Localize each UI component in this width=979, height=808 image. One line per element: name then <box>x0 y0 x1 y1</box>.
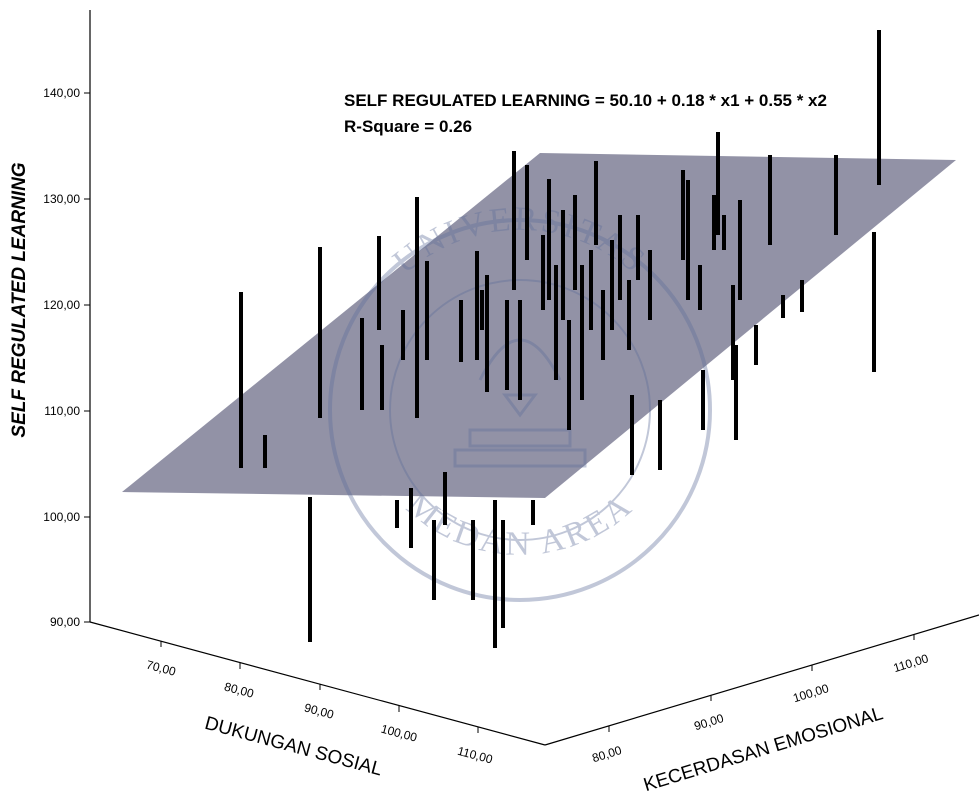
regression-plane <box>122 153 956 498</box>
x1-axis-line <box>89 621 546 746</box>
y-tick-label: 100,00 <box>43 510 80 524</box>
axes-frame <box>89 10 979 746</box>
y-tick-label: 130,00 <box>43 192 80 206</box>
x2-tick-label: 80,00 <box>590 743 623 765</box>
y-axis-ticks: 90,00 100,00 110,00 120,00 130,00 140,00 <box>43 86 90 629</box>
regression-equation: SELF REGULATED LEARNING = 50.10 + 0.18 *… <box>344 91 827 110</box>
y-tick-label: 140,00 <box>43 86 80 100</box>
x2-tick-label: 90,00 <box>692 711 725 733</box>
x1-tick-label: 70,00 <box>145 657 178 678</box>
x1-tick-label: 80,00 <box>223 679 256 700</box>
x2-tick-label: 110,00 <box>892 651 931 675</box>
r-square-label: R-Square = 0.26 <box>344 117 472 136</box>
y-axis-title: SELF REGULATED LEARNING <box>9 162 30 437</box>
x1-tick-label: 90,00 <box>303 700 336 721</box>
data-drop-lines <box>239 30 881 648</box>
x1-tick-label: 110,00 <box>456 744 495 767</box>
watermark-inner-ring <box>389 279 651 541</box>
y-tick-label: 110,00 <box>44 404 80 418</box>
x2-axis-line <box>544 614 979 746</box>
x2-tick-label: 100,00 <box>791 681 831 705</box>
y-tick-label: 90,00 <box>50 615 80 629</box>
x2-axis-title: KECERDASAN EMOSIONAL <box>641 703 885 796</box>
x1-tick-label: 100,00 <box>379 722 418 745</box>
y-tick-label: 120,00 <box>43 298 80 312</box>
x1-axis-title: DUKUNGAN SOSIAL <box>202 713 384 781</box>
watermark-outer-ring <box>328 218 712 602</box>
